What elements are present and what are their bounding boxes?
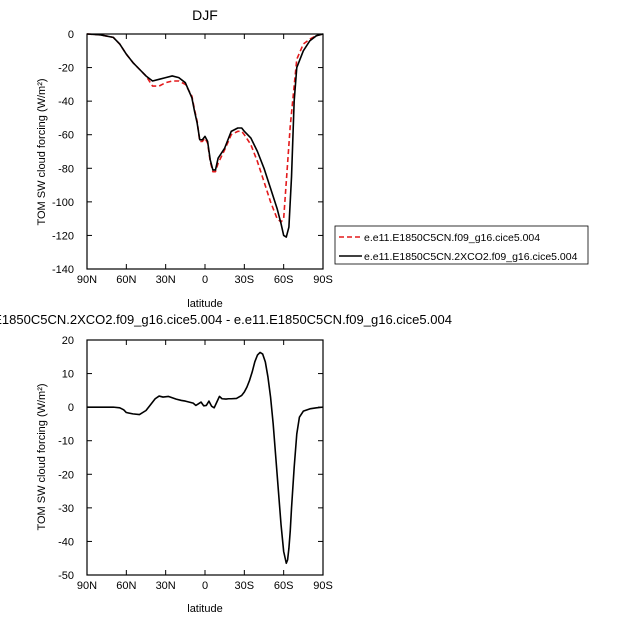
- panel-1-series: [86, 33, 324, 238]
- legend-label-1: e.e11.E1850C5CN.f09_g16.cice5.004: [364, 232, 540, 244]
- panel-2-xtick-label: 90N: [77, 580, 97, 592]
- panel-1-xtick-label: 0: [202, 274, 208, 286]
- panel-2-xtick-label: 30S: [235, 580, 255, 592]
- panel-2: e.e11.E1850C5CN.2XCO2.f09_g16.cice5.004 …: [0, 312, 452, 615]
- panel-2-plot-frame: [86, 339, 324, 576]
- panel-2-ylabel: TOM SW cloud forcing (W/m²): [36, 383, 48, 530]
- panel-1-ytick-label: -80: [58, 163, 74, 175]
- legend-label-2: e.e11.E1850C5CN.2XCO2.f09_g16.cice5.004: [364, 251, 578, 263]
- panel-2-series: [87, 351, 324, 565]
- panel-2-xtick-label: 60S: [274, 580, 294, 592]
- panel-2-ytick-label: -30: [58, 503, 74, 515]
- panel-2-series-1-line: [87, 351, 324, 565]
- panel-1-xtick-label: 30N: [156, 274, 176, 286]
- panel-1-ytick-label: -20: [58, 63, 74, 75]
- panel-1-ytick-label: -120: [52, 230, 74, 242]
- panel-2-xtick-label: 0: [202, 580, 208, 592]
- panel-2-ytick-label: 10: [62, 369, 74, 381]
- panel-2-ytick-label: 20: [62, 335, 74, 347]
- panel-1-xtick-label: 30S: [235, 274, 255, 286]
- panel-1-xtick-label: 60N: [116, 274, 136, 286]
- panel-1: DJF latitude TOM SW cloud forcing (W/m²)…: [36, 7, 589, 310]
- panel-2-ytick-label: -40: [58, 536, 74, 548]
- panel-2-xtick-label: 90S: [313, 580, 333, 592]
- panel-1-title: DJF: [192, 7, 218, 23]
- panel-1-series-1-line: [86, 33, 324, 223]
- panel-1-xtick-label: 60S: [274, 274, 294, 286]
- panel-2-xtick-label: 60N: [116, 580, 136, 592]
- legend-box: [334, 225, 589, 265]
- panel-2-ytick-label: 0: [68, 402, 74, 414]
- panel-1-ytick-label: -40: [58, 96, 74, 108]
- panel-1-ytick-label: 0: [68, 29, 74, 41]
- panel-2-ytick-label: -50: [58, 570, 74, 582]
- panel-1-ylabel: TOM SW cloud forcing (W/m²): [36, 78, 48, 225]
- panel-2-title: e.e11.E1850C5CN.2XCO2.f09_g16.cice5.004 …: [0, 312, 452, 327]
- panel-1-plot-frame: [86, 33, 324, 270]
- panel-1-ytick-label: -100: [52, 197, 74, 209]
- panel-2-xlabel: latitude: [187, 603, 222, 615]
- panel-1-ytick-label: -140: [52, 264, 74, 276]
- panel-1-series-2-line: [86, 33, 324, 238]
- panel-1-ytick-label: -60: [58, 130, 74, 142]
- panel-2-xtick-label: 30N: [156, 580, 176, 592]
- panel-1-xtick-label: 90N: [77, 274, 97, 286]
- panel-2-ticks: 90N 60N 30N 0 30S 60S 90S 20 10 0 -10 -20 -30 -40 -50: [58, 335, 333, 592]
- legend: e.e11.E1850C5CN.f09_g16.cice5.004 e.e11.…: [334, 225, 589, 265]
- panel-1-ticks: 90N 60N 30N 0 30S 60S 90S 0 -20 -40 -60 -80 -100 -120…: [52, 29, 333, 286]
- panel-2-ytick-label: -20: [58, 469, 74, 481]
- panel-1-xlabel: latitude: [187, 298, 222, 310]
- panel-1-xtick-label: 90S: [313, 274, 333, 286]
- panel-2-ytick-label: -10: [58, 436, 74, 448]
